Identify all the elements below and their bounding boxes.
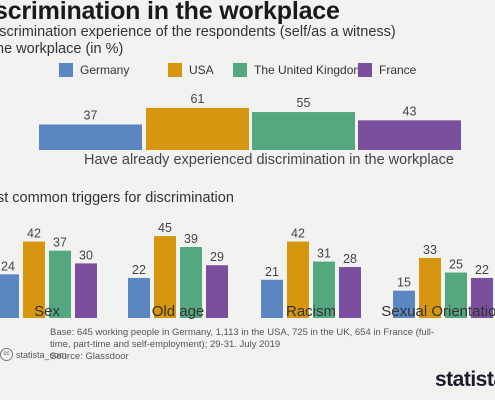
value-label-sex-germany: 24 [1,259,15,273]
value-label-old-age-france: 29 [210,250,224,264]
statista-logo: statista [435,368,495,391]
value-label-racism-the-united-kingdom: 31 [317,247,331,261]
legend-label-france: France [379,63,417,77]
legend-swatch-uk [233,63,247,77]
top-chart-category-label: Have already experienced discrimination … [84,152,454,168]
chart-title: scrimination in the workplace [0,0,340,25]
category-label-racism: Racism [286,303,336,320]
bar-sex-france [75,263,97,318]
footnote-source: Source: Glassdoor [50,351,129,362]
value-label-top-the-united-kingdom: 55 [297,96,311,110]
bar-sex-usa [23,241,45,318]
value-label-racism-usa: 42 [291,227,305,241]
bar-top-usa [146,107,249,150]
value-label-old-age-the-united-kingdom: 39 [184,232,198,246]
value-label-sex-the-united-kingdom: 37 [53,236,67,250]
value-label-sexual-orientation-the-united-kingdom: 25 [449,258,463,272]
legend-label-usa: USA [189,63,214,77]
bar-top-the-united-kingdom [252,112,355,150]
value-label-top-usa: 61 [191,92,205,106]
legend-swatch-france [358,63,372,77]
category-label-old-age: Old age [152,303,205,320]
bar-racism-the-united-kingdom [313,261,335,318]
legend-swatch-usa [168,63,182,77]
value-label-sexual-orientation-france: 22 [475,263,489,277]
legend-item-france: France [358,63,416,77]
chart-subtitle-line2: he workplace (in %) [0,41,124,57]
credit-text: statista_com [16,349,67,360]
bar-top-france [358,120,461,150]
legend-label-uk: The United Kingdom [254,63,364,77]
legend-item-germany: Germany [59,63,129,77]
category-label-sexual-orientation: Sexual Orientation [381,303,495,320]
footnote: Base: 645 working people in Germany, 1,1… [50,327,450,363]
bar-old-age-germany [128,277,150,318]
value-label-sexual-orientation-germany: 15 [397,276,411,290]
bar-racism-france [339,267,361,318]
bar-sex-germany [0,274,19,318]
bar-sexual-orientation-the-united-kingdom [445,272,467,318]
value-label-sexual-orientation-usa: 33 [423,243,437,257]
bar-racism-usa [287,241,309,318]
value-label-top-germany: 37 [84,108,98,122]
bar-racism-germany [261,279,283,318]
value-label-sex-usa: 42 [27,227,41,241]
legend-swatch-germany [59,63,73,77]
value-label-old-age-usa: 45 [158,221,172,235]
value-label-racism-france: 28 [343,252,357,266]
bar-top-germany [39,124,142,150]
bar-old-age-france [206,265,228,318]
section-title: st common triggers for discrimination [0,190,234,206]
bar-sexual-orientation-usa [419,257,441,318]
creative-commons-icon: cc [0,348,13,361]
value-label-top-france: 43 [403,104,417,118]
value-label-sex-france: 30 [79,248,93,262]
bar-sexual-orientation-france [471,277,493,318]
value-label-racism-germany: 21 [265,265,279,279]
bar-old-age-usa [154,236,176,318]
category-label-sex: Sex [34,303,60,320]
bar-old-age-the-united-kingdom [180,247,202,318]
chart-subtitle-line1: iscrimination experience of the responde… [0,24,396,40]
bar-sexual-orientation-germany [393,290,415,318]
legend-item-usa: USA [168,63,214,77]
legend-label-germany: Germany [80,63,130,77]
statista-credit: cc statista_com [0,348,67,361]
legend-item-uk: The United Kingdom [233,63,363,77]
value-label-old-age-germany: 22 [132,263,146,277]
footnote-base: Base: 645 working people in Germany, 1,1… [50,327,435,350]
bar-sex-the-united-kingdom [49,250,71,318]
